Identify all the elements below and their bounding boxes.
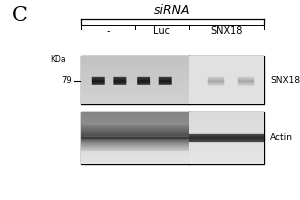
Text: 79: 79 (61, 76, 72, 85)
Text: SNX18: SNX18 (270, 76, 300, 85)
Text: siRNA: siRNA (154, 4, 191, 17)
Bar (81, 112, 264, 164)
Text: C: C (12, 6, 28, 25)
Bar (81, 56, 189, 104)
Text: SNX18: SNX18 (210, 26, 243, 36)
Text: Actin: Actin (270, 134, 293, 142)
Bar (189, 112, 264, 164)
Bar (81, 56, 264, 104)
Bar (189, 56, 264, 104)
Text: Luc: Luc (154, 26, 170, 36)
Bar (81, 112, 189, 164)
Text: KDa: KDa (50, 55, 66, 64)
Text: -: - (106, 26, 110, 36)
